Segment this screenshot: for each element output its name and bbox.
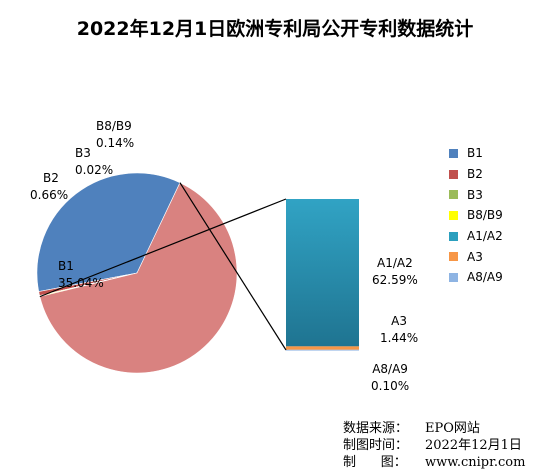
data-label-b3: B3 0.02%: [75, 146, 114, 177]
legend-item-b1: B1: [449, 143, 503, 164]
chart-credits: 数据来源： EPO网站 制图时间： 2022年12月1日 制 图： www.cnipr…: [343, 420, 525, 471]
legend-swatch: [449, 169, 458, 179]
legend-swatch: [449, 210, 458, 220]
data-label-b2: B2 0.66%: [30, 171, 69, 202]
bar-segment-a8-a9: [286, 349, 359, 351]
legend-swatch: [449, 231, 458, 241]
pie-group: [36, 172, 238, 374]
legend-swatch: [449, 272, 458, 282]
data-label-a8-a9: A8/A9 0.10%: [371, 362, 410, 393]
legend-swatch: [449, 252, 458, 262]
legend-item-b8-b9: B8/B9: [449, 205, 503, 226]
connector-line-bottom: [179, 182, 287, 351]
bar-segment-a1-a2: [286, 199, 359, 347]
legend: B1 B2 B3 B8/B9 A1/A2 A3 A8/A9: [449, 143, 503, 288]
pie-slice-b1: [36, 172, 181, 292]
data-label-b8-b9: B8/B9 0.14%: [96, 119, 135, 150]
credit-date: 制图时间： 2022年12月1日: [343, 438, 522, 453]
data-label-a1-a2: A1/A2 62.59%: [372, 256, 418, 287]
connector-line-top: [39, 198, 287, 298]
legend-item-b3: B3: [449, 184, 503, 205]
legend-item-a8-a9: A8/A9: [449, 267, 503, 288]
chart-title: 2022年12月1日欧洲专利局公开专利数据统计: [76, 18, 474, 40]
legend-swatch: [449, 190, 458, 200]
legend-item-b2: B2: [449, 164, 503, 185]
credit-author: 制 图： www.cnipr.com: [343, 455, 526, 470]
data-label-b1: B1 35.04%: [58, 259, 104, 290]
legend-item-a3: A3: [449, 246, 503, 267]
bar-segment-a3: [286, 346, 359, 350]
data-label-a3: A3 1.44%: [380, 314, 419, 345]
legend-swatch: [449, 148, 458, 158]
secondary-bar-group: [286, 199, 359, 351]
legend-item-a1-a2: A1/A2: [449, 226, 503, 247]
connector-lines: [39, 182, 287, 351]
pie-slice-other: [39, 182, 238, 374]
credit-source: 数据来源： EPO网站: [343, 421, 480, 436]
